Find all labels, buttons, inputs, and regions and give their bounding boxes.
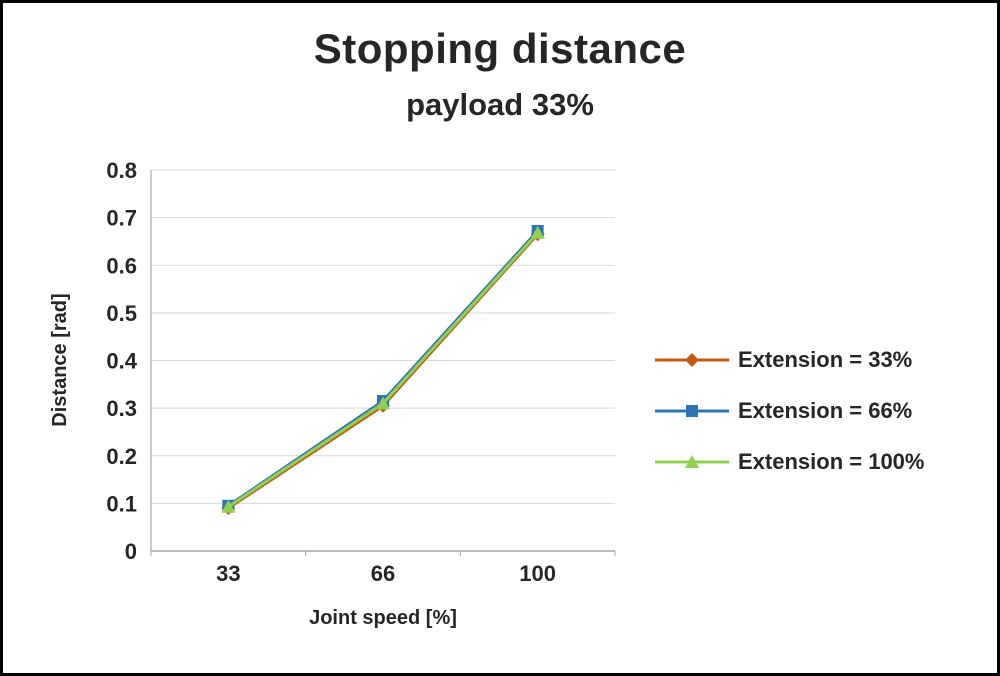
svg-text:0.3: 0.3 (106, 396, 137, 421)
chart-title: Stopping distance (313, 25, 687, 72)
legend-marker-icon (655, 352, 729, 367)
y-axis-title: Distance [rad] (49, 293, 71, 427)
legend-entry: Extension = 33% (653, 334, 924, 385)
svg-text:0.7: 0.7 (106, 206, 137, 231)
svg-text:0: 0 (125, 539, 137, 564)
svg-text:0.5: 0.5 (106, 301, 137, 326)
svg-text:66: 66 (371, 561, 395, 586)
legend-marker-icon (655, 404, 729, 417)
svg-text:0.2: 0.2 (106, 444, 137, 469)
svg-text:100: 100 (519, 561, 556, 586)
svg-text:0.6: 0.6 (106, 253, 137, 278)
legend-label: Extension = 100% (738, 448, 925, 474)
svg-text:0.1: 0.1 (106, 491, 137, 516)
x-axis-title: Joint speed [%] (309, 607, 457, 629)
legend-entry: Extension = 100% (653, 436, 924, 487)
chart-subtitle: payload 33% (406, 87, 594, 122)
svg-text:33: 33 (216, 561, 240, 586)
svg-text:0.8: 0.8 (106, 158, 137, 183)
legend-entry: Extension = 66% (653, 385, 924, 436)
legend-marker-icon (655, 454, 729, 468)
legend: Extension = 33% Extension = 66% Extension … (653, 334, 924, 487)
svg-text:0.4: 0.4 (106, 349, 137, 374)
legend-label: Extension = 33% (738, 346, 913, 372)
legend-label: Extension = 66% (738, 397, 913, 423)
chart-svg: 0 0.1 0.2 0.3 0.4 0.5 0.6 0.7 0.8 33 66 100 (106, 158, 616, 586)
